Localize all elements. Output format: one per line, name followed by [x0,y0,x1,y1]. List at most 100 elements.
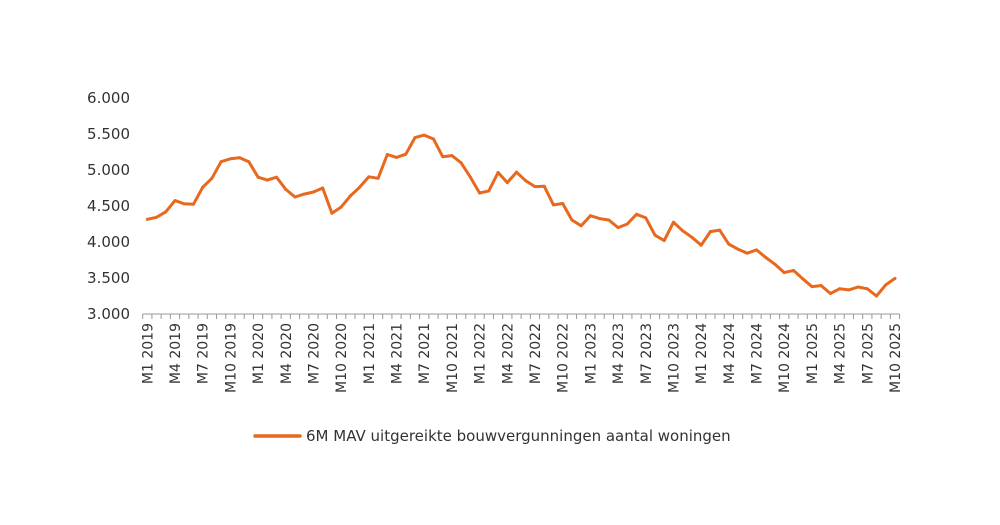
data-point [145,217,149,221]
data-point [699,243,703,247]
data-point [265,178,269,182]
data-point [385,153,389,157]
data-point [487,189,491,193]
data-point [339,205,343,209]
data-point [478,191,482,195]
y-tick-label: 3.000 [87,305,130,323]
x-tick-label: M1 2024 [694,323,710,384]
data-point [561,201,565,205]
x-tick-label: M7 2021 [417,323,433,384]
data-point [791,268,795,272]
data-point [662,239,666,243]
data-point [671,220,675,224]
data-point [201,185,205,189]
data-point [431,137,435,141]
data-point [524,179,528,183]
data-point [856,285,860,289]
x-tick-label: M1 2021 [362,323,378,384]
data-point [828,291,832,295]
x-tick-label: M7 2020 [306,323,322,384]
y-tick-label: 5.000 [87,161,130,179]
data-point [764,255,768,259]
x-tick-label: M10 2021 [445,323,461,393]
y-tick-label: 5.500 [87,125,130,143]
data-point [376,176,380,180]
y-axis: 3.000 3.500 4.000 4.500 5.000 5.500 6.000 [87,89,130,323]
data-point [505,181,509,185]
data-point [210,176,214,180]
data-point [238,156,242,160]
data-point [607,218,611,222]
x-tick-label: M1 2022 [473,323,489,384]
data-point [367,175,371,179]
data-point [690,235,694,239]
data-point [164,210,168,214]
data-point [847,288,851,292]
data-point [302,192,306,196]
data-point [718,228,722,232]
x-tick-label: M4 2023 [611,323,627,384]
data-point [551,203,555,207]
y-tick-label: 4.000 [87,233,130,251]
y-tick-label: 6.000 [87,89,130,107]
data-point [635,212,639,216]
x-tick-label: M10 2024 [777,323,793,393]
data-point [450,154,454,158]
data-point [782,271,786,275]
data-point [755,248,759,252]
series-line [146,133,896,298]
data-point [579,224,583,228]
data-point [819,284,823,288]
legend-label: 6M MAV uitgereikte bouwvergunningen aant… [306,427,731,445]
y-tick-label: 4.500 [87,197,130,215]
data-point [219,160,223,164]
data-point [468,175,472,179]
data-point [727,242,731,246]
x-tick-label: M4 2021 [390,323,406,384]
x-tick-label: M7 2019 [196,323,212,384]
series-group [145,133,897,298]
data-point [496,171,500,175]
data-point [653,233,657,237]
data-point [228,157,232,161]
data-point [838,287,842,291]
data-point [681,229,685,233]
x-tick-label: M4 2019 [168,323,184,384]
data-point [441,155,445,159]
x-tick-label: M1 2025 [805,323,821,384]
x-axis: M1 2019 M4 2019 M7 2019 M10 2019 M1 2020 M4 2… [140,313,904,393]
data-point [256,175,260,179]
data-point [616,226,620,230]
x-tick-label: M1 2023 [583,323,599,384]
data-point [810,285,814,289]
data-point [773,262,777,266]
data-point [625,222,629,226]
data-point [330,211,334,215]
data-point [311,190,315,194]
data-point [293,195,297,199]
x-tick-label: M10 2025 [888,323,904,393]
data-point [422,133,426,137]
data-point [191,202,195,206]
data-point [644,216,648,220]
data-point [542,184,546,188]
data-point [745,251,749,255]
data-point [736,247,740,251]
x-tick-label: M4 2022 [500,323,516,384]
data-point [395,155,399,159]
x-tick-label: M7 2024 [750,323,766,384]
data-point [155,215,159,219]
data-point [893,276,897,280]
x-tick-label: M7 2023 [639,323,655,384]
data-point [533,185,537,189]
data-point [708,230,712,234]
data-point [321,186,325,190]
x-tick-label: M1 2020 [251,323,267,384]
data-point [884,283,888,287]
data-point [182,202,186,206]
x-tick-label: M4 2025 [833,323,849,384]
x-tick-label: M4 2020 [279,323,295,384]
data-point [173,199,177,203]
